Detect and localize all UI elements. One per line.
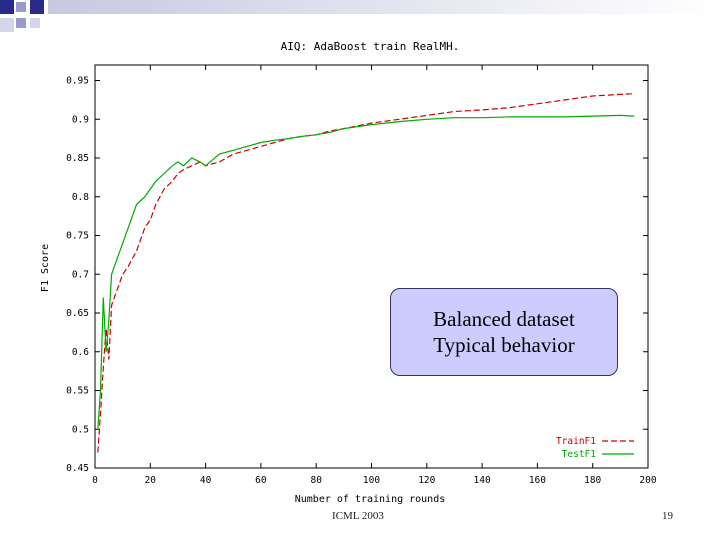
footer-conference: ICML 2003 bbox=[332, 510, 384, 522]
chart-legend: TrainF1 TestF1 bbox=[556, 436, 634, 460]
y-tick-label: 0.85 bbox=[66, 153, 89, 164]
y-axis-label: F1 Score bbox=[40, 244, 51, 292]
deco-band bbox=[48, 0, 720, 14]
x-tick-label: 0 bbox=[92, 475, 98, 486]
y-tick-label: 0.45 bbox=[66, 463, 89, 474]
y-tick-label: 0.6 bbox=[72, 347, 89, 358]
x-tick-label: 180 bbox=[584, 475, 601, 486]
x-tick-label: 40 bbox=[200, 475, 212, 486]
series-line-testf1 bbox=[97, 114, 635, 430]
x-tick-label: 120 bbox=[418, 475, 435, 486]
deco-square-light-1 bbox=[16, 2, 26, 12]
page-number: 19 bbox=[662, 510, 673, 522]
x-tick-label: 80 bbox=[310, 475, 322, 486]
x-tick-label: 200 bbox=[639, 475, 656, 486]
x-tick-label: 140 bbox=[474, 475, 491, 486]
deco-square-dark-1 bbox=[0, 0, 14, 14]
callout-line-2: Typical behavior bbox=[433, 333, 575, 357]
deco-square-dark-2 bbox=[30, 0, 44, 14]
callout-box: Balanced dataset Typical behavior bbox=[390, 288, 618, 376]
y-tick-label: 0.9 bbox=[72, 114, 89, 125]
x-tick-label: 100 bbox=[363, 475, 380, 486]
y-tick-label: 0.7 bbox=[72, 269, 89, 280]
deco-square-mid bbox=[0, 18, 14, 32]
y-tick-label: 0.55 bbox=[66, 386, 89, 397]
deco-square-light-3 bbox=[30, 18, 40, 28]
series-line-trainf1 bbox=[97, 93, 635, 453]
deco-square-light-2 bbox=[16, 18, 26, 28]
y-tick-label: 0.65 bbox=[66, 308, 89, 319]
x-tick-label: 160 bbox=[529, 475, 546, 486]
corner-decoration bbox=[0, 0, 720, 32]
callout-line-1: Balanced dataset bbox=[433, 307, 575, 331]
y-tick-label: 0.75 bbox=[66, 231, 89, 242]
plot-frame bbox=[94, 64, 649, 469]
legend-label-trainf1: TrainF1 bbox=[556, 436, 596, 447]
legend-label-testf1: TestF1 bbox=[562, 449, 597, 460]
x-axis-label: Number of training rounds bbox=[295, 494, 446, 505]
x-tick-label: 60 bbox=[255, 475, 267, 486]
y-tick-label: 0.8 bbox=[72, 192, 89, 203]
chart-title: AIQ: AdaBoost train RealMH. bbox=[281, 40, 460, 53]
y-tick-label: 0.5 bbox=[72, 424, 89, 435]
y-tick-label: 0.95 bbox=[66, 76, 89, 87]
x-tick-label: 20 bbox=[145, 475, 157, 486]
